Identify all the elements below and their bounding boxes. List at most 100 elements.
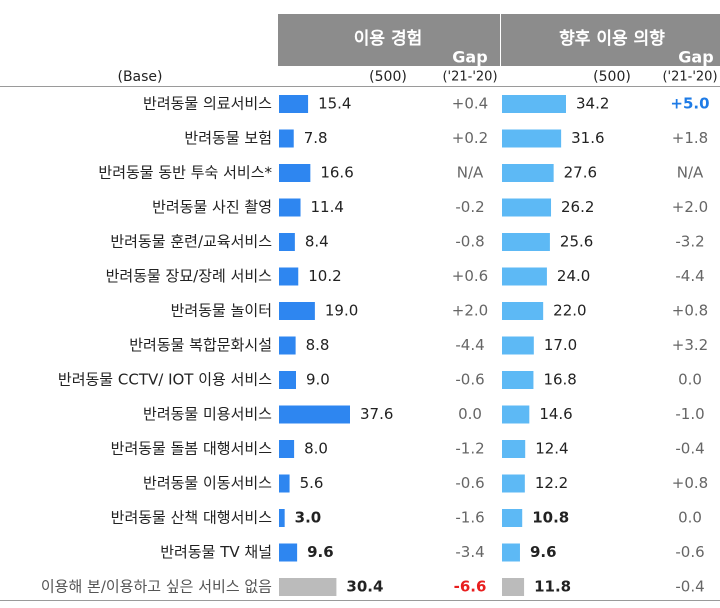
intent-bar — [502, 233, 550, 251]
intent-header-title: 향후 이용 의향 — [559, 28, 665, 49]
intent-bar — [502, 371, 534, 389]
usage-gap-header: Gap — [452, 48, 487, 67]
usage-gap-value: +0.4 — [452, 95, 488, 113]
intent-bar — [502, 302, 544, 320]
usage-gap-value: -0.8 — [455, 233, 484, 251]
intent-gap-value: -4.4 — [675, 267, 704, 285]
intent-bar — [502, 267, 547, 286]
intent-value-label: 17.0 — [544, 336, 577, 354]
category-label: 반려동물 이동서비스 — [143, 474, 272, 492]
category-label: 반려동물 CCTV/ IOT 이용 서비스 — [58, 371, 272, 389]
usage-value-label: 10.2 — [308, 267, 341, 285]
category-label: 반려동물 TV 채널 — [160, 543, 272, 561]
intent-gap-value: 0.0 — [678, 509, 702, 527]
intent-gap-base: ('21-'20) — [662, 70, 717, 85]
usage-value-label: 37.6 — [360, 405, 393, 423]
usage-value-label: 11.4 — [311, 198, 344, 216]
usage-bar — [279, 164, 311, 182]
intent-bar — [502, 578, 525, 596]
usage-gap-base: ('21-'20) — [442, 70, 497, 85]
usage-gap-value: +0.2 — [452, 129, 488, 147]
usage-gap-value: -0.6 — [455, 371, 484, 389]
intent-value-label: 12.2 — [535, 474, 568, 492]
usage-bar — [279, 198, 301, 217]
usage-bar — [279, 336, 296, 355]
usage-value-label: 8.8 — [306, 336, 330, 354]
intent-bar — [502, 95, 566, 113]
usage-gap-value: -1.2 — [455, 440, 484, 458]
category-label: 반려동물 장묘/장례 서비스 — [106, 267, 273, 285]
intent-gap-value: +0.8 — [672, 302, 708, 320]
intent-gap-value: +2.0 — [672, 198, 708, 216]
usage-bar — [279, 474, 290, 493]
usage-gap-value: -4.4 — [455, 336, 484, 354]
usage-gap-value: +2.0 — [452, 302, 488, 320]
usage-gap-value: -6.6 — [454, 578, 487, 596]
usage-base: (500) — [369, 69, 407, 85]
intent-gap-value: +0.8 — [672, 474, 708, 492]
intent-header-bg — [501, 14, 720, 66]
category-label: 반려동물 놀이터 — [171, 302, 272, 320]
intent-bar — [502, 474, 525, 493]
intent-value-label: 27.6 — [564, 164, 597, 182]
intent-bar — [502, 129, 562, 148]
intent-bar — [502, 198, 552, 217]
category-label: 반려동물 동반 투숙 서비스* — [98, 164, 272, 182]
usage-value-label: 3.0 — [295, 509, 322, 527]
usage-bar — [279, 233, 295, 251]
intent-value-label: 14.6 — [539, 405, 572, 423]
usage-bar — [279, 267, 299, 286]
intent-bar — [502, 405, 530, 424]
usage-value-label: 8.4 — [305, 233, 329, 251]
usage-bar — [279, 405, 350, 424]
intent-value-label: 26.2 — [561, 198, 594, 216]
usage-value-label: 16.6 — [320, 164, 353, 182]
intent-value-label: 9.6 — [530, 543, 557, 561]
usage-value-label: 9.0 — [306, 371, 330, 389]
intent-bar — [502, 336, 534, 355]
usage-bar — [279, 302, 315, 320]
intent-value-label: 34.2 — [576, 95, 609, 113]
category-label: 반려동물 의료서비스 — [143, 95, 272, 113]
usage-value-label: 9.6 — [307, 543, 334, 561]
usage-value-label: 30.4 — [346, 578, 383, 596]
intent-value-label: 31.6 — [571, 129, 604, 147]
usage-bar — [279, 509, 285, 527]
intent-value-label: 12.4 — [535, 440, 568, 458]
usage-gap-value: 0.0 — [458, 405, 482, 423]
intent-bar — [502, 440, 526, 458]
category-label: 반려동물 복합문화시설 — [129, 336, 272, 354]
intent-base: (500) — [593, 69, 631, 85]
usage-header-bg — [278, 14, 500, 66]
intent-value-label: 22.0 — [553, 302, 586, 320]
intent-value-label: 16.8 — [543, 371, 576, 389]
category-label: 이용해 본/이용하고 싶은 서비스 없음 — [41, 578, 272, 596]
category-label: 반려동물 산책 대행서비스 — [111, 509, 273, 527]
intent-gap-value: -0.4 — [675, 440, 704, 458]
usage-gap-value: -0.6 — [455, 474, 484, 492]
intent-gap-header: Gap — [678, 48, 713, 67]
usage-bar — [279, 440, 295, 458]
category-label: 반려동물 사진 촬영 — [152, 198, 272, 216]
usage-value-label: 7.8 — [304, 129, 328, 147]
usage-bar — [279, 578, 337, 596]
intent-value-label: 25.6 — [560, 233, 593, 251]
category-label: 반려동물 보험 — [184, 129, 272, 147]
usage-value-label: 5.6 — [300, 474, 324, 492]
usage-value-label: 19.0 — [325, 302, 358, 320]
category-label: 반려동물 미용서비스 — [143, 405, 272, 423]
category-label: 반려동물 돌봄 대행서비스 — [111, 440, 273, 458]
usage-gap-value: -1.6 — [455, 509, 484, 527]
intent-gap-value: -3.2 — [675, 233, 704, 251]
usage-bar — [279, 543, 298, 562]
usage-bar — [279, 129, 294, 148]
intent-gap-value: 0.0 — [678, 371, 702, 389]
category-label: 반려동물 훈련/교육서비스 — [110, 233, 272, 251]
usage-header-title: 이용 경험 — [354, 28, 422, 49]
usage-bar — [279, 371, 296, 389]
intent-value-label: 24.0 — [557, 267, 590, 285]
intent-gap-value: +5.0 — [670, 95, 709, 113]
usage-value-label: 8.0 — [304, 440, 328, 458]
